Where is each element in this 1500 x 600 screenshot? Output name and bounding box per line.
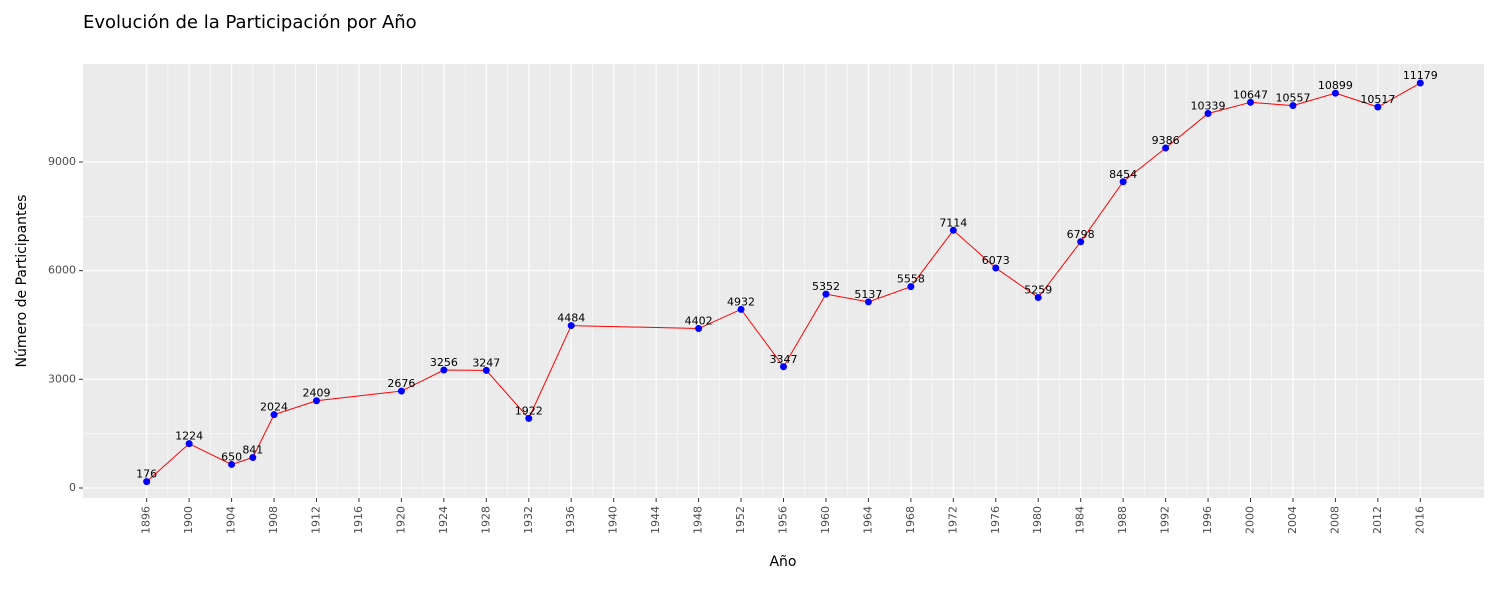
x-axis-label: Año (769, 554, 796, 570)
y-tick-label: 3000 (48, 372, 76, 385)
y-axis-label: Número de Participantes (14, 195, 30, 368)
point (780, 363, 787, 371)
data-label: 5558 (897, 273, 925, 286)
x-tick-label: 1980 (1031, 506, 1044, 534)
data-label: 5137 (854, 288, 882, 301)
point (482, 366, 490, 374)
x-tick-label: 1984 (1074, 506, 1087, 534)
data-label: 4484 (557, 312, 585, 325)
point (1289, 102, 1297, 110)
x-tick-label: 2016 (1413, 506, 1426, 534)
chart-title: Evolución de la Participación por Año (83, 12, 417, 33)
data-label: 3347 (770, 353, 798, 366)
x-tick-label: 1900 (182, 506, 195, 534)
data-label: 8454 (1109, 168, 1137, 181)
point (1204, 109, 1212, 117)
x-tick-label: 1960 (819, 506, 832, 534)
point (1331, 89, 1339, 97)
point (525, 414, 533, 422)
point (1247, 98, 1254, 106)
x-tick-label: 1996 (1201, 506, 1214, 534)
x-tick-label: 1944 (649, 506, 662, 534)
data-label: 6798 (1067, 228, 1095, 241)
data-label: 3256 (430, 356, 458, 369)
point (1162, 144, 1170, 152)
data-label: 2676 (387, 377, 415, 390)
x-tick-label: 1988 (1116, 506, 1129, 534)
point (949, 226, 957, 234)
point (864, 298, 872, 306)
point (143, 478, 151, 486)
data-label: 650 (221, 450, 242, 463)
data-label: 9386 (1152, 134, 1180, 147)
data-label: 6073 (982, 254, 1010, 267)
x-tick-label: 1948 (692, 506, 705, 534)
data-label: 1922 (515, 404, 543, 417)
point (1077, 238, 1085, 246)
point (737, 305, 745, 313)
data-label: 841 (242, 444, 263, 457)
point (397, 387, 405, 395)
x-tick-label: 1908 (267, 506, 280, 534)
x-tick-label: 1916 (352, 506, 365, 534)
x-tick-label: 1940 (607, 506, 620, 534)
data-label: 4932 (727, 295, 755, 308)
x-tick-label: 2000 (1244, 506, 1257, 534)
x-tick-label: 1896 (140, 506, 153, 534)
y-tick-label: 9000 (48, 155, 76, 168)
data-label: 3247 (472, 356, 500, 369)
x-tick-label: 1964 (861, 506, 874, 534)
x-tick-label: 1936 (564, 506, 577, 534)
data-label: 10339 (1191, 99, 1226, 112)
x-tick-label: 1932 (522, 506, 535, 534)
data-label: 2409 (303, 387, 331, 400)
data-label: 176 (136, 468, 157, 481)
data-label: 10557 (1275, 92, 1310, 105)
point (822, 290, 830, 298)
data-label: 10647 (1233, 88, 1268, 101)
point (1416, 79, 1424, 87)
point (1374, 103, 1382, 111)
point (907, 283, 915, 291)
x-tick-label: 1904 (225, 506, 238, 534)
x-tick-label: 2008 (1328, 506, 1341, 534)
point (1119, 178, 1127, 186)
x-tick-label: 1992 (1159, 506, 1172, 534)
point (567, 322, 575, 330)
data-label: 5259 (1024, 284, 1052, 297)
x-tick-label: 1920 (394, 506, 407, 534)
point (992, 264, 1000, 272)
x-tick-label: 1912 (310, 506, 323, 534)
x-tick-label: 1968 (904, 506, 917, 534)
point (695, 325, 703, 333)
data-label: 5352 (812, 280, 840, 293)
x-tick-label: 2004 (1286, 506, 1299, 534)
point (249, 454, 257, 462)
data-label: 2024 (260, 401, 288, 414)
x-tick-label: 1976 (989, 506, 1002, 534)
x-tick-label: 1952 (734, 506, 747, 534)
point (313, 397, 320, 405)
point (228, 460, 236, 468)
point (270, 411, 278, 419)
y-tick-label: 6000 (48, 264, 76, 277)
data-label: 10517 (1360, 93, 1395, 106)
data-label: 1224 (175, 430, 203, 443)
data-label: 4402 (685, 315, 713, 328)
x-tick-label: 1972 (946, 506, 959, 534)
data-label: 11179 (1403, 69, 1438, 82)
x-tick-label: 1924 (437, 506, 450, 534)
y-tick-label: 0 (69, 481, 76, 494)
x-tick-label: 1928 (479, 506, 492, 534)
data-label: 10899 (1318, 79, 1353, 92)
data-label: 7114 (939, 216, 967, 229)
point (440, 366, 448, 374)
x-tick-label: 2012 (1371, 506, 1384, 534)
point (185, 440, 193, 448)
x-tick-label: 1956 (777, 506, 790, 534)
point (1034, 294, 1042, 302)
